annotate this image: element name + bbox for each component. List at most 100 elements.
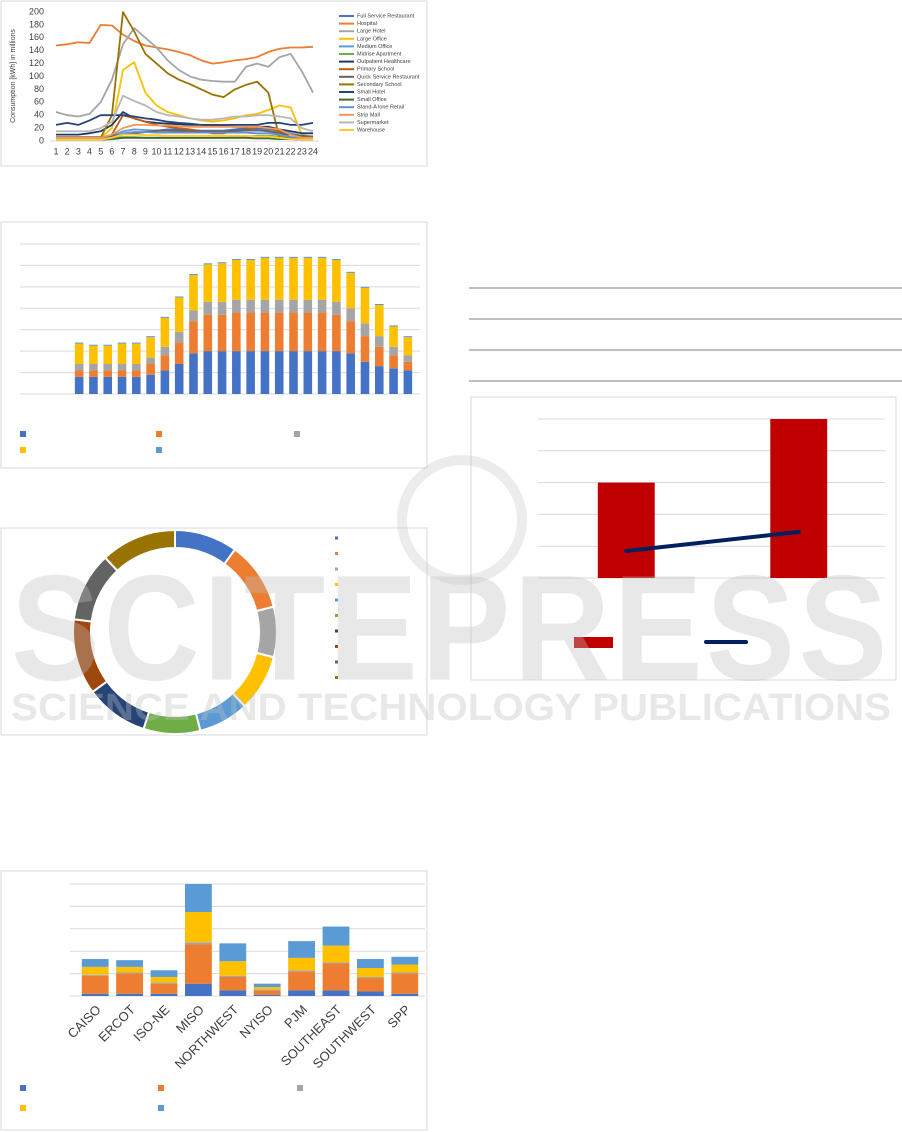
bar-segment [117,364,127,371]
bar-segment [389,355,398,369]
bar-segment [260,256,270,258]
bar-segment [150,983,178,994]
y-tick-label: 20 [34,122,44,132]
figure-box [0,870,428,1131]
bar-segment [217,263,227,302]
bar-segment [289,312,298,352]
bar-segment [289,256,298,258]
legend-swatch [335,536,338,540]
bar-segment [203,351,213,394]
bar-segment [219,943,247,962]
bar-segment [356,959,384,968]
bar-segment [117,370,127,377]
bar-segment [89,344,98,346]
bar-segment [356,991,384,996]
x-tick-label: 8 [132,146,137,156]
y-tick-label: 0 [39,135,44,145]
legend-label: Supermarket [357,120,389,126]
bar [770,419,828,578]
bar-segment [374,346,384,367]
x-tick-label: 9 [143,146,148,156]
watermark-logo [397,455,527,585]
bar-segment [274,299,284,313]
watermark-subtitle: SCIENCE AND TECHNOLOGY PUBLICATIONS [11,687,891,729]
bar-segment [132,364,141,371]
bar-segment [246,299,255,313]
x-tick-label: 10 [152,146,162,156]
legend-swatch [335,676,338,679]
bar-segment [189,353,198,394]
x-tick-label: 12 [174,146,184,156]
bar-segment [356,978,384,992]
legend-swatch [20,447,26,453]
x-tick-label: 23 [297,146,307,156]
bar-segment [232,312,241,352]
y-tick-label: 120 [29,58,44,68]
bar-segment [289,351,298,394]
bar-segment [81,959,109,967]
bar-segment [322,990,350,996]
bar-segment [74,364,84,371]
bar-segment [217,351,227,394]
bar-segment [253,987,281,990]
bar-segment [189,321,198,354]
x-tick-label: 17 [230,146,240,156]
legend-swatch [20,1085,26,1091]
x-tick-label: 13 [185,146,195,156]
bar-segment [274,257,284,300]
bar-segment [303,256,313,258]
x-tick-label: 22 [286,146,296,156]
bar-segment [288,957,316,971]
bar-segment [260,312,270,352]
bar-segment [289,257,298,300]
legend-swatch [158,1105,164,1111]
bar-segment [360,287,370,324]
bar-segment [160,370,170,394]
bar-segment [174,331,184,343]
series-line [55,24,314,65]
bar-segment [174,342,184,364]
bar-segment [150,970,178,977]
donut-segment [103,528,176,573]
bar-segment [403,361,413,371]
bar-segment [403,337,413,356]
y-axis-label: Consumption [kWh] in millions [10,29,17,123]
bar-segment [232,299,241,313]
legend-label: Midrise Apartment [357,51,402,57]
bar-segment [253,983,281,988]
series-line [56,111,313,136]
bar-segment [146,357,155,364]
bar-segment [356,968,384,977]
bar-segment [332,301,341,315]
bar-segment [203,314,213,352]
bar-segment [150,976,178,983]
bar-segment [332,314,341,352]
bar-segment [189,275,198,311]
bar-segment [374,305,384,337]
bar-segment [184,944,212,984]
bar-segment [246,312,255,352]
bar-segment [360,336,370,362]
legend-label: Outpatient Healthcare [357,59,411,65]
bar-segment [74,343,84,364]
y-tick-label: 100 [29,71,44,81]
bar-segment [356,976,384,979]
bar-segment [132,370,141,377]
bar-segment [189,274,198,276]
bar-segment [103,345,113,364]
bar-segment [89,345,98,364]
bar-segment [346,271,355,273]
bar-segment [253,994,281,996]
legend-label: Warehouse [357,127,385,133]
bar [597,482,655,578]
bar-segment [346,272,355,309]
bar-segment [391,972,419,974]
x-tick-label: 16 [219,146,229,156]
bar-segment [274,351,284,394]
x-tick-label: 19 [252,146,262,156]
bar-segment [219,975,247,977]
legend-label: Hospital [357,21,377,27]
legend-swatch [335,645,338,648]
bar-segment [389,368,398,394]
bar-segment [160,316,170,318]
